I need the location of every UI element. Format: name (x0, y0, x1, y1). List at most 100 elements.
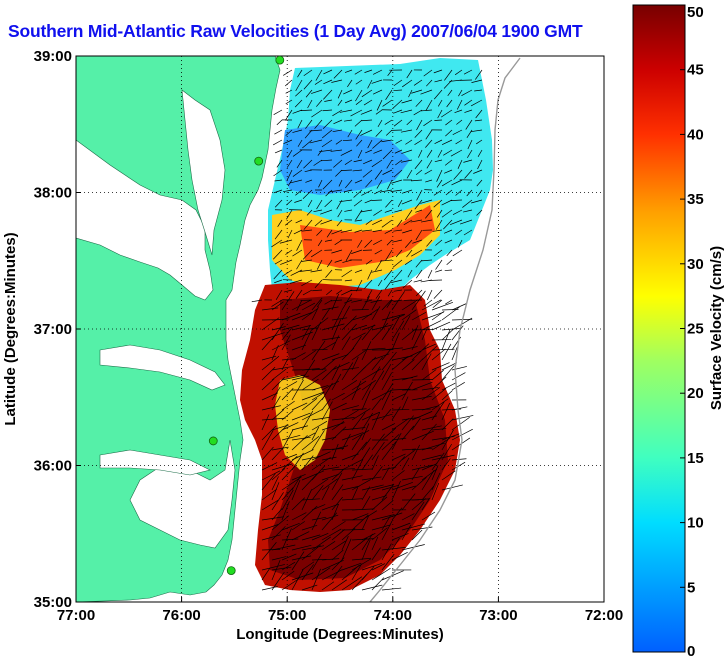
velocity-vector (441, 179, 453, 187)
velocity-vector (456, 99, 463, 110)
velocity-vector (401, 309, 417, 321)
velocity-vector (301, 489, 313, 511)
velocity-vector (311, 297, 323, 311)
velocity-vector (391, 315, 401, 331)
velocity-vector (311, 451, 331, 461)
velocity-vector (321, 129, 333, 139)
velocity-vector (326, 229, 333, 238)
velocity-vector (381, 363, 392, 381)
velocity-vector (261, 430, 274, 451)
velocity-vector (364, 239, 373, 248)
velocity-vector (391, 507, 403, 521)
velocity-vector (391, 393, 406, 401)
velocity-vector (473, 169, 483, 174)
velocity-vector (441, 209, 453, 218)
velocity-vector (381, 311, 391, 331)
velocity-vector (301, 368, 320, 371)
velocity-vector (421, 299, 442, 311)
velocity-vector (356, 139, 363, 147)
velocity-vector (401, 328, 417, 341)
velocity-vector (406, 169, 413, 179)
velocity-vector (275, 289, 283, 301)
velocity-vector (431, 398, 449, 411)
velocity-vector (421, 345, 438, 361)
velocity-vector (371, 495, 387, 501)
velocity-vector (361, 539, 371, 561)
velocity-vector (393, 169, 403, 178)
velocity-vector (405, 209, 413, 221)
velocity-vector (299, 269, 313, 272)
velocity-vector (291, 331, 313, 341)
velocity-vector (344, 69, 353, 73)
velocity-vector (411, 430, 434, 441)
velocity-vector (393, 229, 403, 232)
velocity-vector (452, 249, 463, 257)
velocity-vector (371, 199, 383, 201)
velocity-vector (296, 159, 303, 169)
velocity-vector (475, 139, 483, 145)
velocity-vector (301, 378, 319, 391)
velocity-vector (391, 417, 410, 431)
velocity-vector (331, 79, 343, 83)
velocity-vector (393, 89, 403, 91)
velocity-vector (331, 317, 348, 321)
velocity-vector (393, 289, 403, 292)
velocity-vector (291, 555, 312, 561)
velocity-vector (336, 219, 343, 227)
x-axis-title: Longitude (Degrees:Minutes) (236, 626, 444, 643)
velocity-vector (361, 347, 386, 351)
velocity-vector (461, 89, 473, 97)
velocity-vector (351, 537, 368, 551)
velocity-vector (371, 295, 381, 311)
velocity-vector (441, 199, 453, 206)
velocity-vector (311, 392, 325, 401)
velocity-vector (291, 425, 309, 431)
velocity-vector (401, 450, 415, 461)
velocity-vector (331, 579, 347, 591)
velocity-vector (371, 527, 388, 541)
velocity-vector (371, 547, 381, 561)
x-tick-label: 77:00 (57, 607, 95, 624)
velocity-vector (271, 449, 283, 461)
velocity-vector (391, 456, 406, 471)
velocity-vector (273, 269, 283, 280)
river-inlet (99, 344, 226, 391)
velocity-vector (471, 79, 483, 83)
velocity-vector (471, 199, 483, 204)
velocity-vector (371, 567, 391, 581)
velocity-vector (386, 159, 393, 169)
velocity-vector (411, 358, 424, 371)
velocity-vector (371, 466, 383, 481)
velocity-vector (341, 380, 358, 391)
velocity-vector (361, 447, 371, 461)
velocity-vector (470, 99, 483, 107)
velocity-vector (374, 189, 383, 195)
velocity-vector (316, 229, 323, 236)
velocity-vector (311, 567, 331, 581)
velocity-vector (443, 149, 453, 156)
velocity-vector (363, 159, 373, 165)
velocity-vector (424, 169, 433, 175)
velocity-vector (371, 455, 379, 471)
velocity-vector (401, 99, 413, 104)
velocity-vector (381, 553, 395, 571)
velocity-vector (311, 456, 331, 471)
velocity-vector (375, 289, 383, 299)
velocity-vector (286, 159, 293, 168)
velocity-vector (381, 467, 390, 481)
velocity-vector (381, 484, 399, 491)
velocity-vector (335, 139, 343, 145)
velocity-vector (324, 99, 333, 102)
velocity-vector (427, 269, 433, 279)
velocity-vector (307, 199, 313, 208)
velocity-vector (355, 79, 363, 85)
velocity-vector (354, 219, 363, 222)
velocity-vector (435, 219, 443, 230)
velocity-vector (271, 468, 286, 481)
velocity-vector (311, 349, 328, 351)
velocity-vector (331, 373, 342, 391)
velocity-vector (447, 89, 453, 97)
velocity-vector (351, 299, 363, 303)
velocity-vector (441, 484, 463, 491)
velocity-vector (291, 375, 310, 381)
